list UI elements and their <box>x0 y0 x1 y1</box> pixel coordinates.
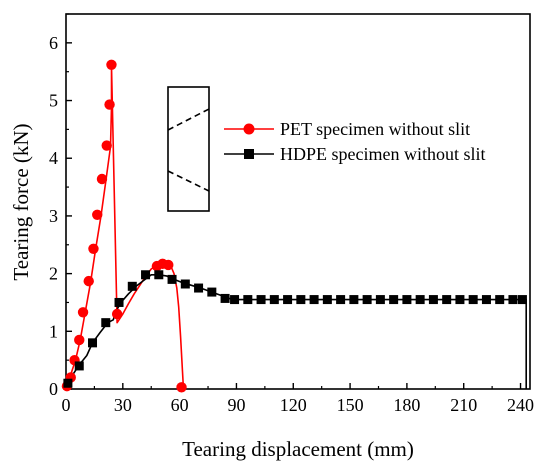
legend: PET specimen without slit HDPE specimen … <box>224 119 486 164</box>
data-point-hdpe <box>194 283 204 293</box>
x-tick-label: 90 <box>227 395 245 415</box>
data-point-hdpe <box>349 295 359 305</box>
axis-ticks <box>65 13 522 390</box>
tick-labels: 0 30 60 90 120 150 180 210 240 0 1 2 3 4 5 6 <box>49 33 534 415</box>
legend-marker-pet <box>243 123 255 135</box>
slit-line-upper <box>167 108 210 131</box>
data-point-hdpe <box>269 295 279 305</box>
y-tick-label: 1 <box>49 321 58 341</box>
data-point-pet <box>88 243 99 255</box>
x-tick-label: 120 <box>280 395 307 415</box>
slit-line-lower <box>167 170 210 192</box>
data-point-hdpe <box>243 295 253 305</box>
x-tick-label: 240 <box>507 395 534 415</box>
y-tick-label: 0 <box>49 379 58 399</box>
x-tick-label: 210 <box>450 395 477 415</box>
data-point-pet <box>96 173 108 185</box>
data-point-hdpe <box>283 295 293 305</box>
data-point-hdpe <box>88 338 98 348</box>
data-point-hdpe <box>428 295 438 305</box>
y-axis-title: Tearing force (kN) <box>9 123 33 280</box>
series-layer <box>61 59 528 393</box>
legend-label-hdpe: HDPE specimen without slit <box>280 144 486 164</box>
data-point-hdpe <box>154 270 164 280</box>
data-point-hdpe <box>481 295 491 305</box>
data-point-hdpe <box>167 274 177 284</box>
data-point-hdpe <box>141 270 151 280</box>
data-point-hdpe <box>389 295 399 305</box>
data-point-hdpe <box>256 295 266 305</box>
data-point-hdpe <box>63 378 73 388</box>
data-point-hdpe <box>336 295 346 305</box>
y-tick-label: 4 <box>49 148 58 168</box>
data-point-hdpe <box>375 295 385 305</box>
x-tick-label: 30 <box>114 395 132 415</box>
data-point-hdpe <box>296 295 306 305</box>
y-tick-label: 6 <box>49 33 58 53</box>
data-point-hdpe <box>207 287 217 297</box>
data-point-hdpe <box>415 295 425 305</box>
data-point-hdpe <box>442 295 452 305</box>
legend-label-pet: PET specimen without slit <box>280 119 470 139</box>
data-point-pet <box>111 308 123 320</box>
specimen-rect <box>167 86 210 212</box>
data-point-hdpe <box>114 297 124 307</box>
data-point-hdpe <box>508 295 518 305</box>
data-point-hdpe <box>101 318 111 328</box>
data-point-pet <box>106 59 117 70</box>
data-point-hdpe <box>468 295 478 305</box>
x-tick-label: 60 <box>171 395 189 415</box>
data-point-hdpe <box>220 293 230 303</box>
data-point-hdpe <box>362 295 372 305</box>
data-point-hdpe <box>74 361 84 371</box>
plot-frame <box>65 13 531 390</box>
legend-marker-hdpe <box>244 149 254 159</box>
data-point-pet <box>74 334 85 346</box>
data-point-hdpe <box>127 281 137 291</box>
data-point-hdpe <box>455 295 465 305</box>
x-tick-label: 150 <box>337 395 364 415</box>
data-point-pet <box>77 307 89 318</box>
data-point-hdpe <box>402 295 412 305</box>
x-axis-title: Tearing displacement (mm) <box>182 437 414 461</box>
data-point-hdpe <box>495 295 505 305</box>
data-point-hdpe <box>230 295 240 305</box>
data-point-pet <box>163 259 174 271</box>
data-point-pet <box>104 99 115 110</box>
y-tick-label: 2 <box>49 264 58 284</box>
data-point-pet <box>176 382 187 393</box>
data-point-pet <box>83 275 94 287</box>
y-tick-label: 3 <box>49 206 58 226</box>
specimen-schematic <box>167 86 210 212</box>
data-point-pet <box>101 140 112 151</box>
x-tick-label: 180 <box>393 395 420 415</box>
data-point-hdpe <box>309 295 319 305</box>
x-tick-label: 0 <box>62 395 71 415</box>
data-point-hdpe <box>517 295 527 305</box>
data-point-hdpe <box>180 279 190 289</box>
data-point-pet <box>92 209 103 220</box>
data-point-hdpe <box>322 295 332 305</box>
y-tick-label: 5 <box>49 91 58 111</box>
